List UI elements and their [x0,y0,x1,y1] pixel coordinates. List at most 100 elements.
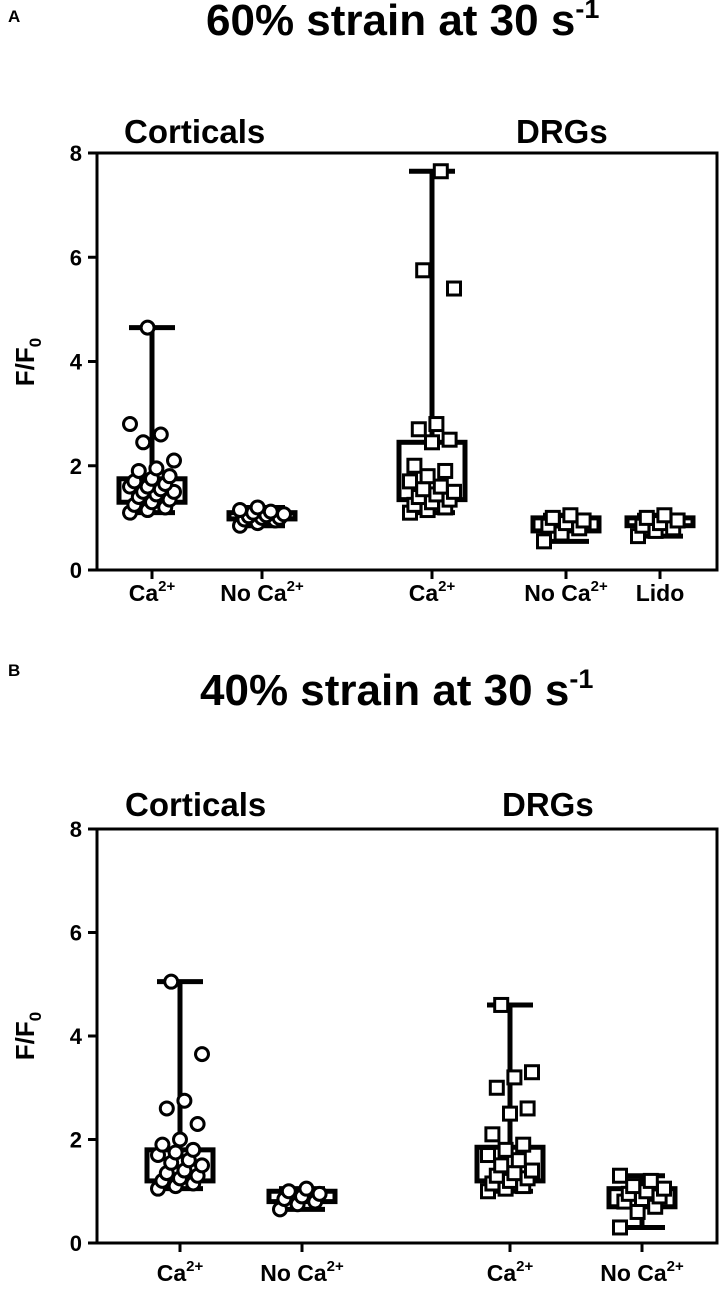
panel-b-letter: B [8,661,20,680]
panel-b-data-point-circle [158,1100,175,1117]
panel-a-ytick-label: 8 [70,141,82,166]
panel-a-data-point-circle [276,506,292,523]
panel-b-data-point-square [515,1136,532,1153]
panel-a-data-point-circle [232,502,248,519]
panel-b-data-point-circle [311,1185,328,1202]
panel-b-group-corticals: Corticals [125,786,266,823]
panel-a-data-point-square [428,416,445,433]
panel-b-data-point-circle [194,1157,210,1174]
panel-a-data-point-square [415,262,432,279]
panel-a-data-point-circle [262,503,279,520]
panel-a: A 60% strain at 30 s-1 Corticals DRGs F/… [8,0,719,606]
panel-a-data-point-square [544,509,561,526]
panel-b: B 40% strain at 30 s-1 Corticals DRGs F/… [8,661,719,1286]
panel-b-data-point-square [502,1105,518,1122]
panel-a-data-marks [116,163,696,550]
panel-a-data-point-square [669,512,686,529]
panel-b-data-point-square [497,1141,514,1158]
panel-a-group-drgs: DRGs [516,113,608,150]
panel-a-data-point-square [419,468,436,485]
panel-b-data-marks [144,973,678,1236]
panel-a-data-point-circle [152,426,169,443]
panel-a-data-point-square [432,163,449,180]
panel-a-y-axis-label: F/F0 [10,338,45,386]
panel-b-category-label: Ca2+ [157,1258,204,1286]
panel-b-data-point-square [629,1203,646,1220]
panel-a-ytick-label: 2 [70,454,82,479]
panel-b-ytick-label: 4 [70,1024,83,1049]
panel-b-data-point-circle [154,1136,171,1153]
panel-b-data-point-circle [176,1092,193,1109]
panel-a-data-point-square [441,431,458,448]
panel-a-ytick-label: 6 [70,245,82,270]
panel-a-data-point-square [402,473,418,490]
panel-b-category-labels: Ca2+ No Ca2+ Ca2+ No Ca2+ [157,1243,684,1286]
panel-a-data-point-circle [161,468,178,485]
panel-b-data-point-square [519,1100,536,1117]
panel-b-category-label: No Ca2+ [600,1258,684,1286]
panel-b-data-point-circle [298,1180,315,1197]
panel-a-data-point-square [410,421,427,438]
panel-b-data-point-circle [167,1144,184,1161]
panel-b-ytick-label: 6 [70,921,82,946]
panel-a-data-point-circle [249,499,266,516]
panel-a-data-point-square [638,509,655,526]
panel-b-data-point-circle [280,1183,297,1200]
panel-b-data-point-circle [172,1131,188,1148]
panel-a-data-point-square [536,533,552,550]
panel-a-title: 60% strain at 30 s-1 [206,0,599,45]
panel-a-data-point-circle [139,319,156,336]
panel-a-data-point-square [406,457,423,474]
panel-a-data-point-square [575,512,592,529]
panel-b-data-point-square [656,1180,672,1197]
panel-b-data-point-square [488,1079,505,1096]
panel-b-data-point-square [612,1219,628,1236]
panel-b-data-point-square [480,1147,496,1164]
panel-b-title: 40% strain at 30 s-1 [200,664,593,715]
panel-b-category-label: Ca2+ [487,1258,534,1286]
panel-b-ytick-label: 8 [70,817,82,842]
panel-b-data-point-square [493,1157,510,1174]
panel-a-data-point-circle [122,416,138,433]
panel-b-data-point-circle [189,1115,206,1132]
panel-b-data-point-square [506,1165,523,1182]
panel-a-data-point-square [656,507,673,524]
panel-a-data-point-square [415,481,432,498]
panel-a-data-point-square [446,483,462,500]
panel-b-data-point-circle [163,973,180,990]
panel-b-data-point-circle [194,1046,210,1063]
panel-b-data-point-square [510,1152,527,1169]
panel-a-data-point-square [562,507,579,524]
panel-a-data-point-square [432,478,449,495]
panel-a-data-point-square [437,462,454,479]
panel-b-data-point-square [524,1064,540,1081]
panel-a-category-label: No Ca2+ [524,578,608,606]
panel-b-group-drgs: DRGs [502,786,594,823]
panel-a-category-labels: Ca2+ No Ca2+ Ca2+ No Ca2+ Lido [129,570,685,606]
panel-a-data-point-square [424,434,440,451]
panel-b-y-ticks: 0 2 4 6 8 [70,817,97,1256]
panel-b-data-point-square [625,1178,642,1195]
panel-a-data-point-circle [130,462,147,479]
panel-a-ytick-label: 0 [70,558,82,583]
panel-b-ytick-label: 2 [70,1128,82,1153]
panel-a-category-label: Lido [636,580,685,606]
panel-b-y-axis-label: F/F0 [10,1012,45,1060]
panel-b-data-point-square [493,996,510,1013]
panel-b-data-point-circle [185,1141,202,1158]
panel-a-letter: A [8,7,20,26]
panel-b-data-point-square [484,1126,501,1143]
panel-b-ytick-label: 0 [70,1231,82,1256]
panel-a-category-label: Ca2+ [129,578,176,606]
panel-a-category-label: No Ca2+ [220,578,304,606]
panel-b-data-point-square [642,1172,659,1189]
panel-a-y-ticks: 0 2 4 6 8 [70,141,97,583]
panel-b-data-point-square [506,1069,523,1086]
panel-a-group-corticals: Corticals [124,113,265,150]
panel-a-data-point-circle [166,452,182,469]
panel-a-data-point-square [446,280,462,297]
panel-b-category-label: No Ca2+ [260,1258,344,1286]
panel-a-data-point-circle [148,460,165,477]
panel-a-ytick-label: 4 [70,350,83,375]
